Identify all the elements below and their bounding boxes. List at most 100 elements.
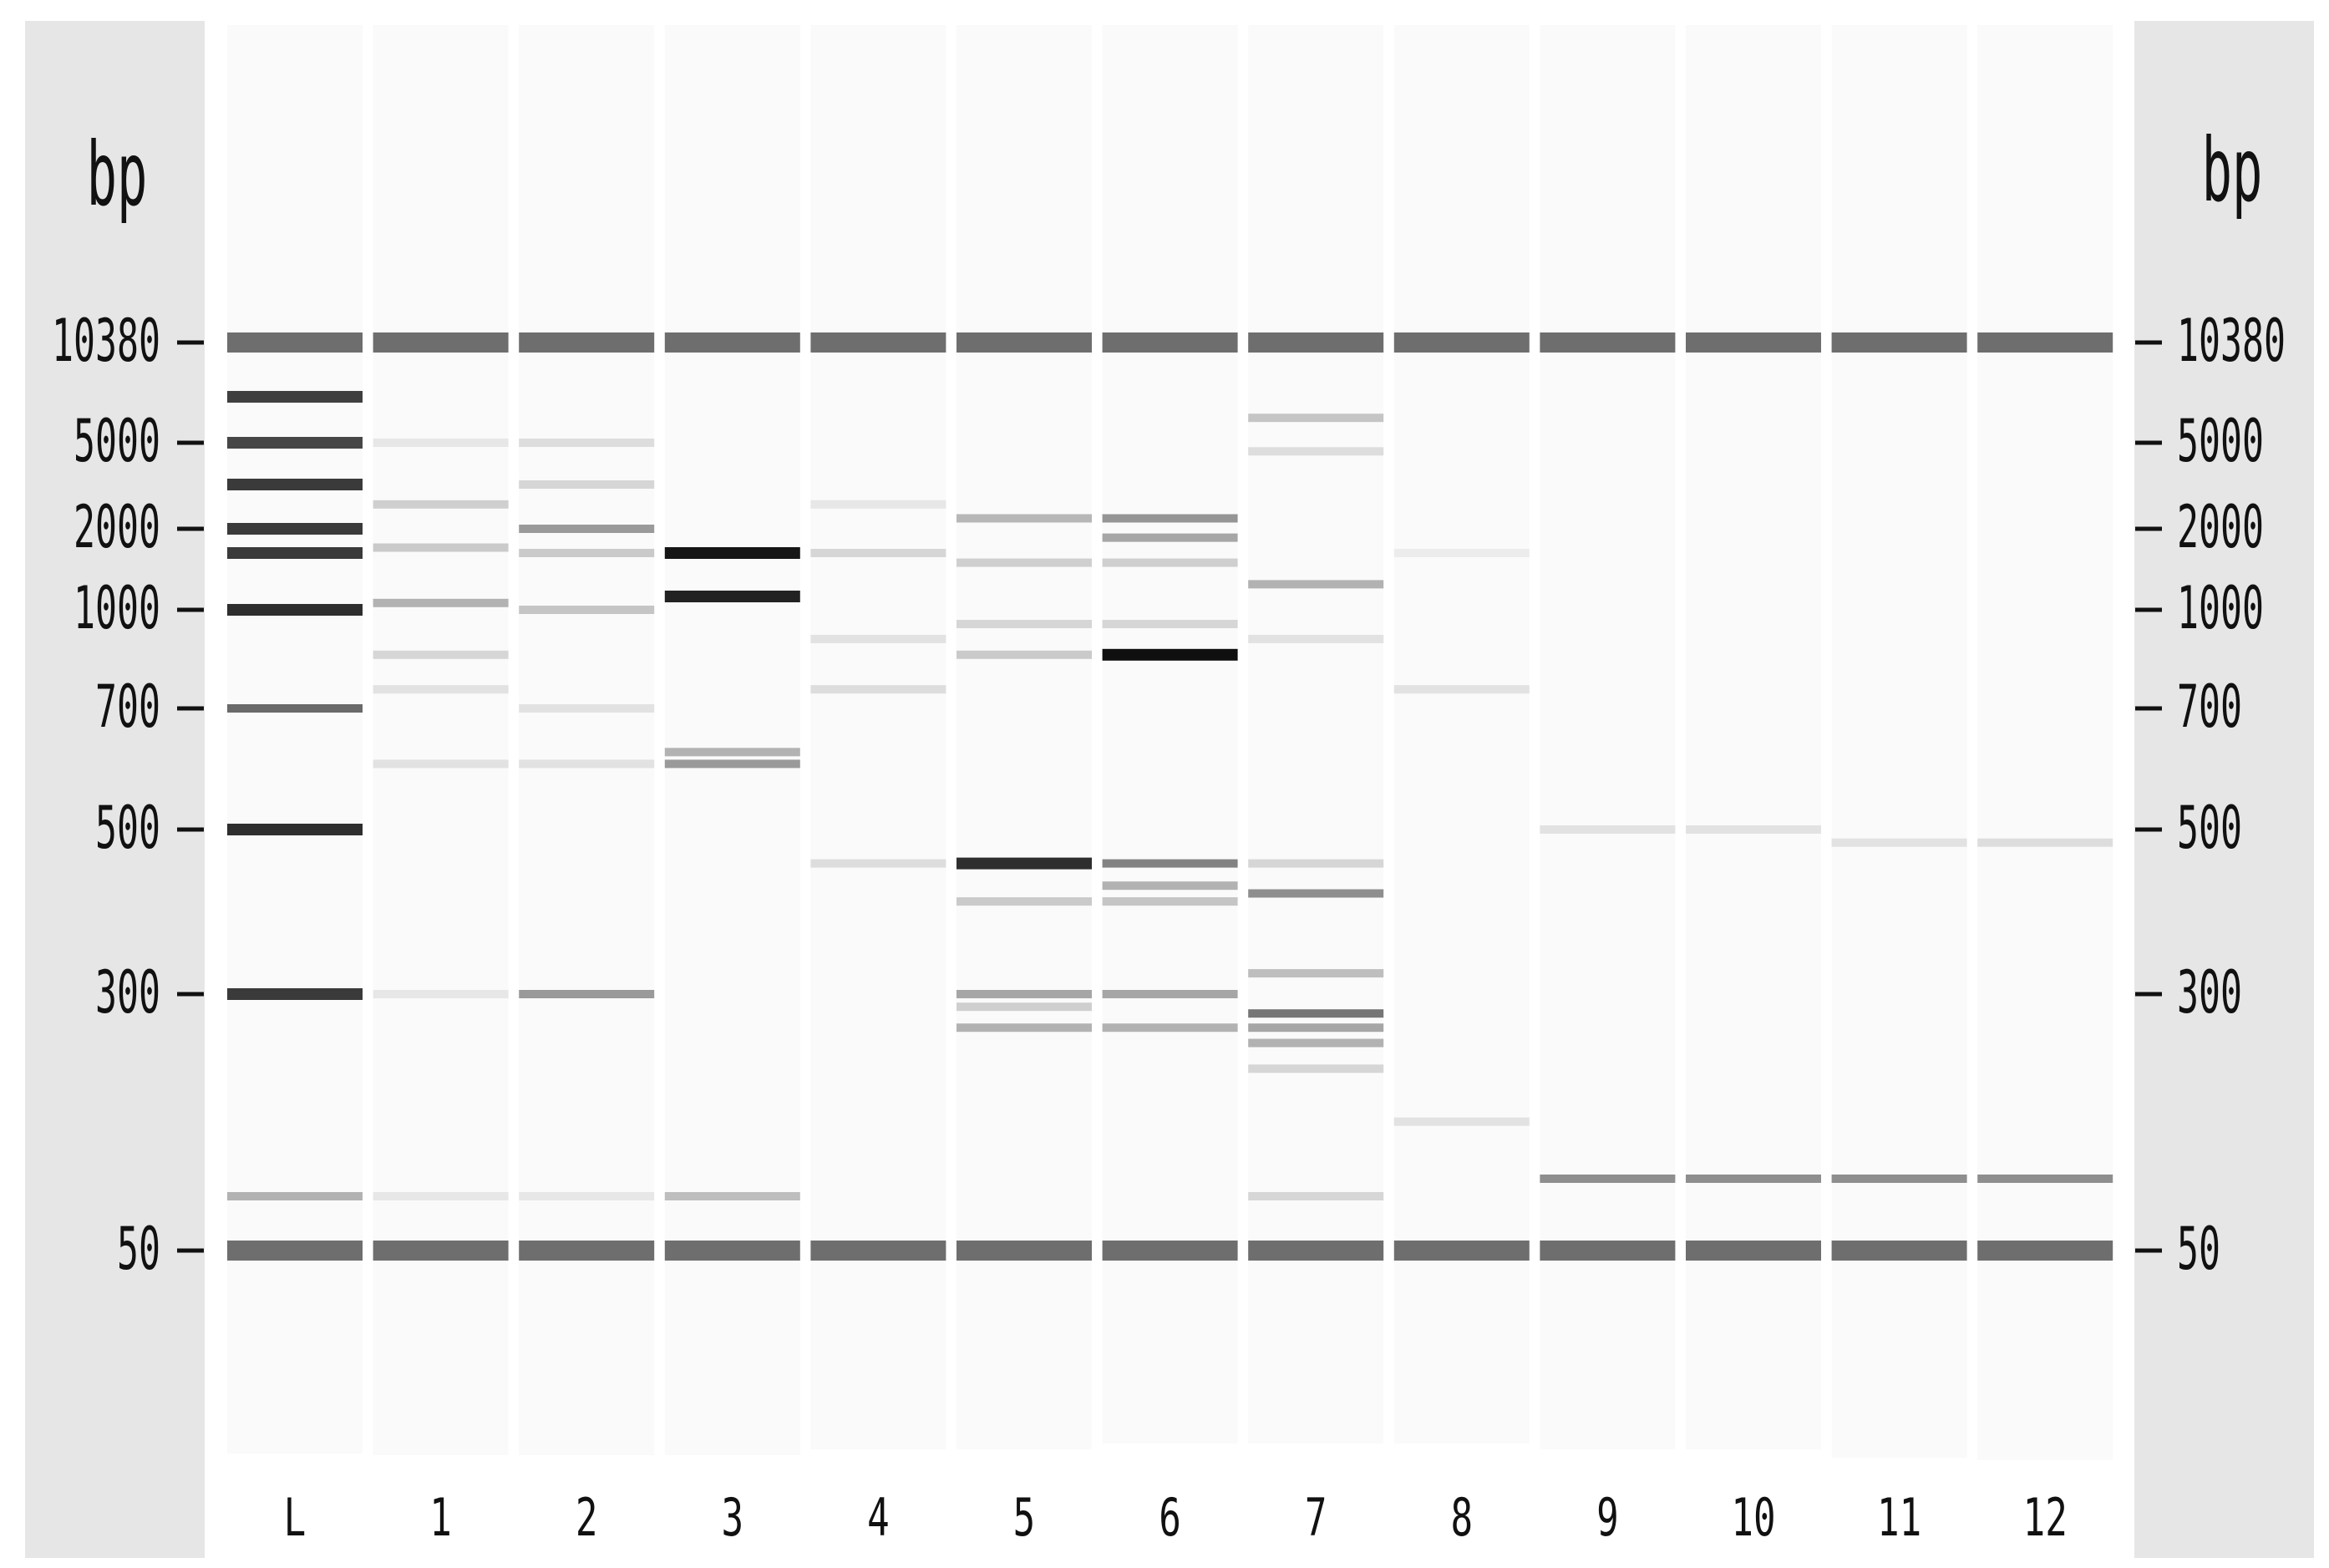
band-L-10380 (227, 332, 363, 353)
band-6-250 (1102, 1023, 1238, 1033)
lane-label-11: 11 (1877, 1487, 1921, 1548)
band-8-50 (1393, 1241, 1530, 1261)
band-2-10380 (519, 332, 655, 353)
band-L-50 (227, 1241, 363, 1261)
band-1-5000 (373, 439, 509, 447)
band-12-480 (1977, 838, 2113, 847)
band-12-110 (1977, 1175, 2113, 1183)
bands-layer (227, 332, 2113, 1261)
left-tick-label-300: 300 (95, 958, 160, 1027)
lane-label-12: 12 (2023, 1487, 2068, 1548)
left-tick-label-50: 50 (117, 1215, 160, 1283)
lane-2 (519, 25, 655, 1455)
band-3-620 (664, 748, 800, 757)
lane-9 (1540, 25, 1676, 1449)
band-1-2500 (373, 500, 509, 509)
band-7-1200 (1248, 580, 1384, 589)
left-tick-label-1000: 1000 (74, 574, 160, 642)
band-11-50 (1831, 1241, 1967, 1261)
band-11-110 (1831, 1175, 1967, 1183)
band-1-300 (373, 990, 509, 998)
band-2-300 (519, 990, 655, 998)
band-4-1500 (810, 549, 946, 557)
band-6-300 (1102, 990, 1238, 998)
band-7-200 (1248, 1064, 1384, 1073)
band-L-2000 (227, 523, 363, 535)
band-6-850 (1102, 648, 1238, 661)
band-2-2000 (519, 525, 655, 533)
band-8-150 (1393, 1117, 1530, 1126)
lane-4 (810, 25, 946, 1449)
band-7-270 (1248, 1009, 1384, 1018)
band-3-100 (664, 1192, 800, 1200)
band-11-10380 (1831, 332, 1967, 353)
right-tick-label-300: 300 (2177, 958, 2242, 1027)
lane-label-2: 2 (576, 1487, 598, 1548)
band-7-10380 (1248, 332, 1384, 353)
right-tick-label-5000: 5000 (2177, 407, 2264, 475)
lane-label-1: 1 (429, 1487, 452, 1548)
band-3-50 (664, 1241, 800, 1261)
lane-L (227, 25, 363, 1454)
right-tick-label-1000: 1000 (2177, 574, 2264, 642)
band-2-600 (519, 759, 655, 769)
lane-label-3: 3 (721, 1487, 743, 1548)
band-5-950 (956, 620, 1092, 628)
band-4-450 (810, 859, 946, 868)
left-tick-label-10380: 10380 (52, 307, 160, 375)
band-6-950 (1102, 620, 1238, 628)
band-L-100 (227, 1192, 363, 1200)
left-tick-label-700: 700 (95, 672, 160, 741)
band-12-10380 (1977, 332, 2113, 353)
band-3-1500 (664, 547, 800, 559)
band-3-600 (664, 759, 800, 769)
lane-label-8: 8 (1450, 1487, 1473, 1548)
lane-7 (1248, 25, 1384, 1444)
band-4-2500 (810, 500, 946, 509)
band-L-1500 (227, 547, 363, 559)
band-7-230 (1248, 1038, 1384, 1048)
lane-5 (956, 25, 1092, 1449)
band-6-400 (1102, 897, 1238, 906)
band-5-850 (956, 650, 1092, 659)
lane-label-7: 7 (1305, 1487, 1327, 1548)
band-L-500 (227, 824, 363, 835)
band-9-10380 (1540, 332, 1676, 353)
band-11-480 (1831, 838, 1967, 847)
lane-11 (1831, 25, 1967, 1458)
band-5-280 (956, 1002, 1092, 1012)
lane-label-5: 5 (1013, 1487, 1036, 1548)
lane-10 (1686, 25, 1821, 1449)
band-1-850 (373, 650, 509, 659)
band-5-450 (956, 857, 1092, 870)
left-tick-label-5000: 5000 (74, 407, 160, 475)
band-5-50 (956, 1241, 1092, 1261)
lanes-layer (227, 25, 2113, 1460)
band-7-250 (1248, 1023, 1384, 1033)
lane-label-6: 6 (1159, 1487, 1181, 1548)
band-1-1600 (373, 543, 509, 552)
band-7-450 (1248, 859, 1384, 868)
right-unit-label: bp (2202, 119, 2263, 222)
band-6-10380 (1102, 332, 1238, 353)
band-10-110 (1686, 1175, 1821, 1183)
lane-label-9: 9 (1596, 1487, 1619, 1548)
right-tick-label-10380: 10380 (2177, 307, 2286, 375)
band-2-1000 (519, 606, 655, 614)
band-6-1800 (1102, 533, 1238, 542)
band-8-10380 (1393, 332, 1530, 353)
right-tick-label-700: 700 (2177, 672, 2242, 741)
lane-label-10: 10 (1731, 1487, 1775, 1548)
band-5-400 (956, 897, 1092, 906)
band-4-10380 (810, 332, 946, 353)
band-7-100 (1248, 1192, 1384, 1200)
band-5-300 (956, 990, 1092, 998)
band-7-4500 (1248, 447, 1384, 456)
band-5-1400 (956, 558, 1092, 567)
band-8-1500 (1393, 549, 1530, 557)
band-10-50 (1686, 1241, 1821, 1261)
band-6-450 (1102, 859, 1238, 868)
band-6-1400 (1102, 558, 1238, 567)
lane-1 (373, 25, 509, 1455)
band-1-1050 (373, 598, 509, 607)
